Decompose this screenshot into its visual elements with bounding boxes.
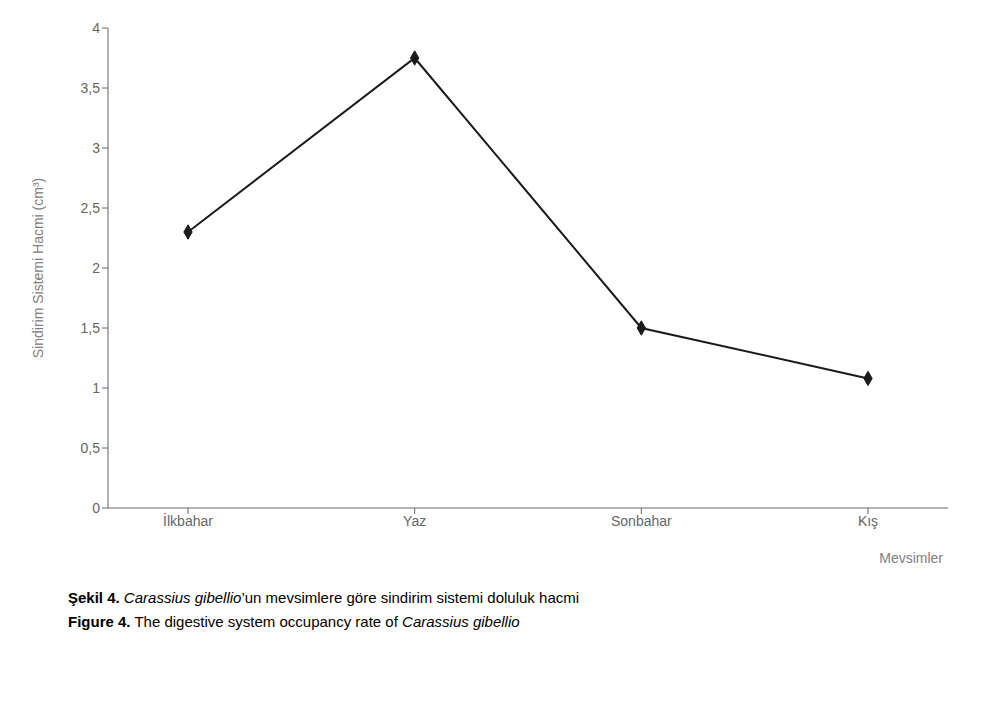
svg-text:4: 4: [92, 20, 100, 36]
svg-text:0,5: 0,5: [81, 440, 101, 456]
svg-text:1: 1: [92, 380, 100, 396]
svg-text:Yaz: Yaz: [403, 513, 426, 529]
svg-text:2,5: 2,5: [81, 200, 101, 216]
svg-text:İlkbahar: İlkbahar: [163, 512, 213, 529]
svg-text:2: 2: [92, 260, 100, 276]
svg-text:3: 3: [92, 140, 100, 156]
svg-text:Sindirim Sistemi Hacmi (cm³): Sindirim Sistemi Hacmi (cm³): [30, 178, 46, 358]
svg-text:Sonbahar: Sonbahar: [611, 513, 672, 529]
svg-text:1,5: 1,5: [81, 320, 101, 336]
svg-text:0: 0: [92, 500, 100, 516]
svg-text:Kış: Kış: [858, 513, 878, 529]
svg-text:Mevsimler: Mevsimler: [879, 550, 943, 566]
svg-text:3,5: 3,5: [81, 80, 101, 96]
html-text:Şekil 4. Carassius gibellio ’u: Şekil 4. Carassius gibellio ’un mevsimle…: [68, 589, 580, 606]
html-text:Figure 4. The digestive system: Figure 4. The digestive system occupancy…: [68, 613, 520, 630]
